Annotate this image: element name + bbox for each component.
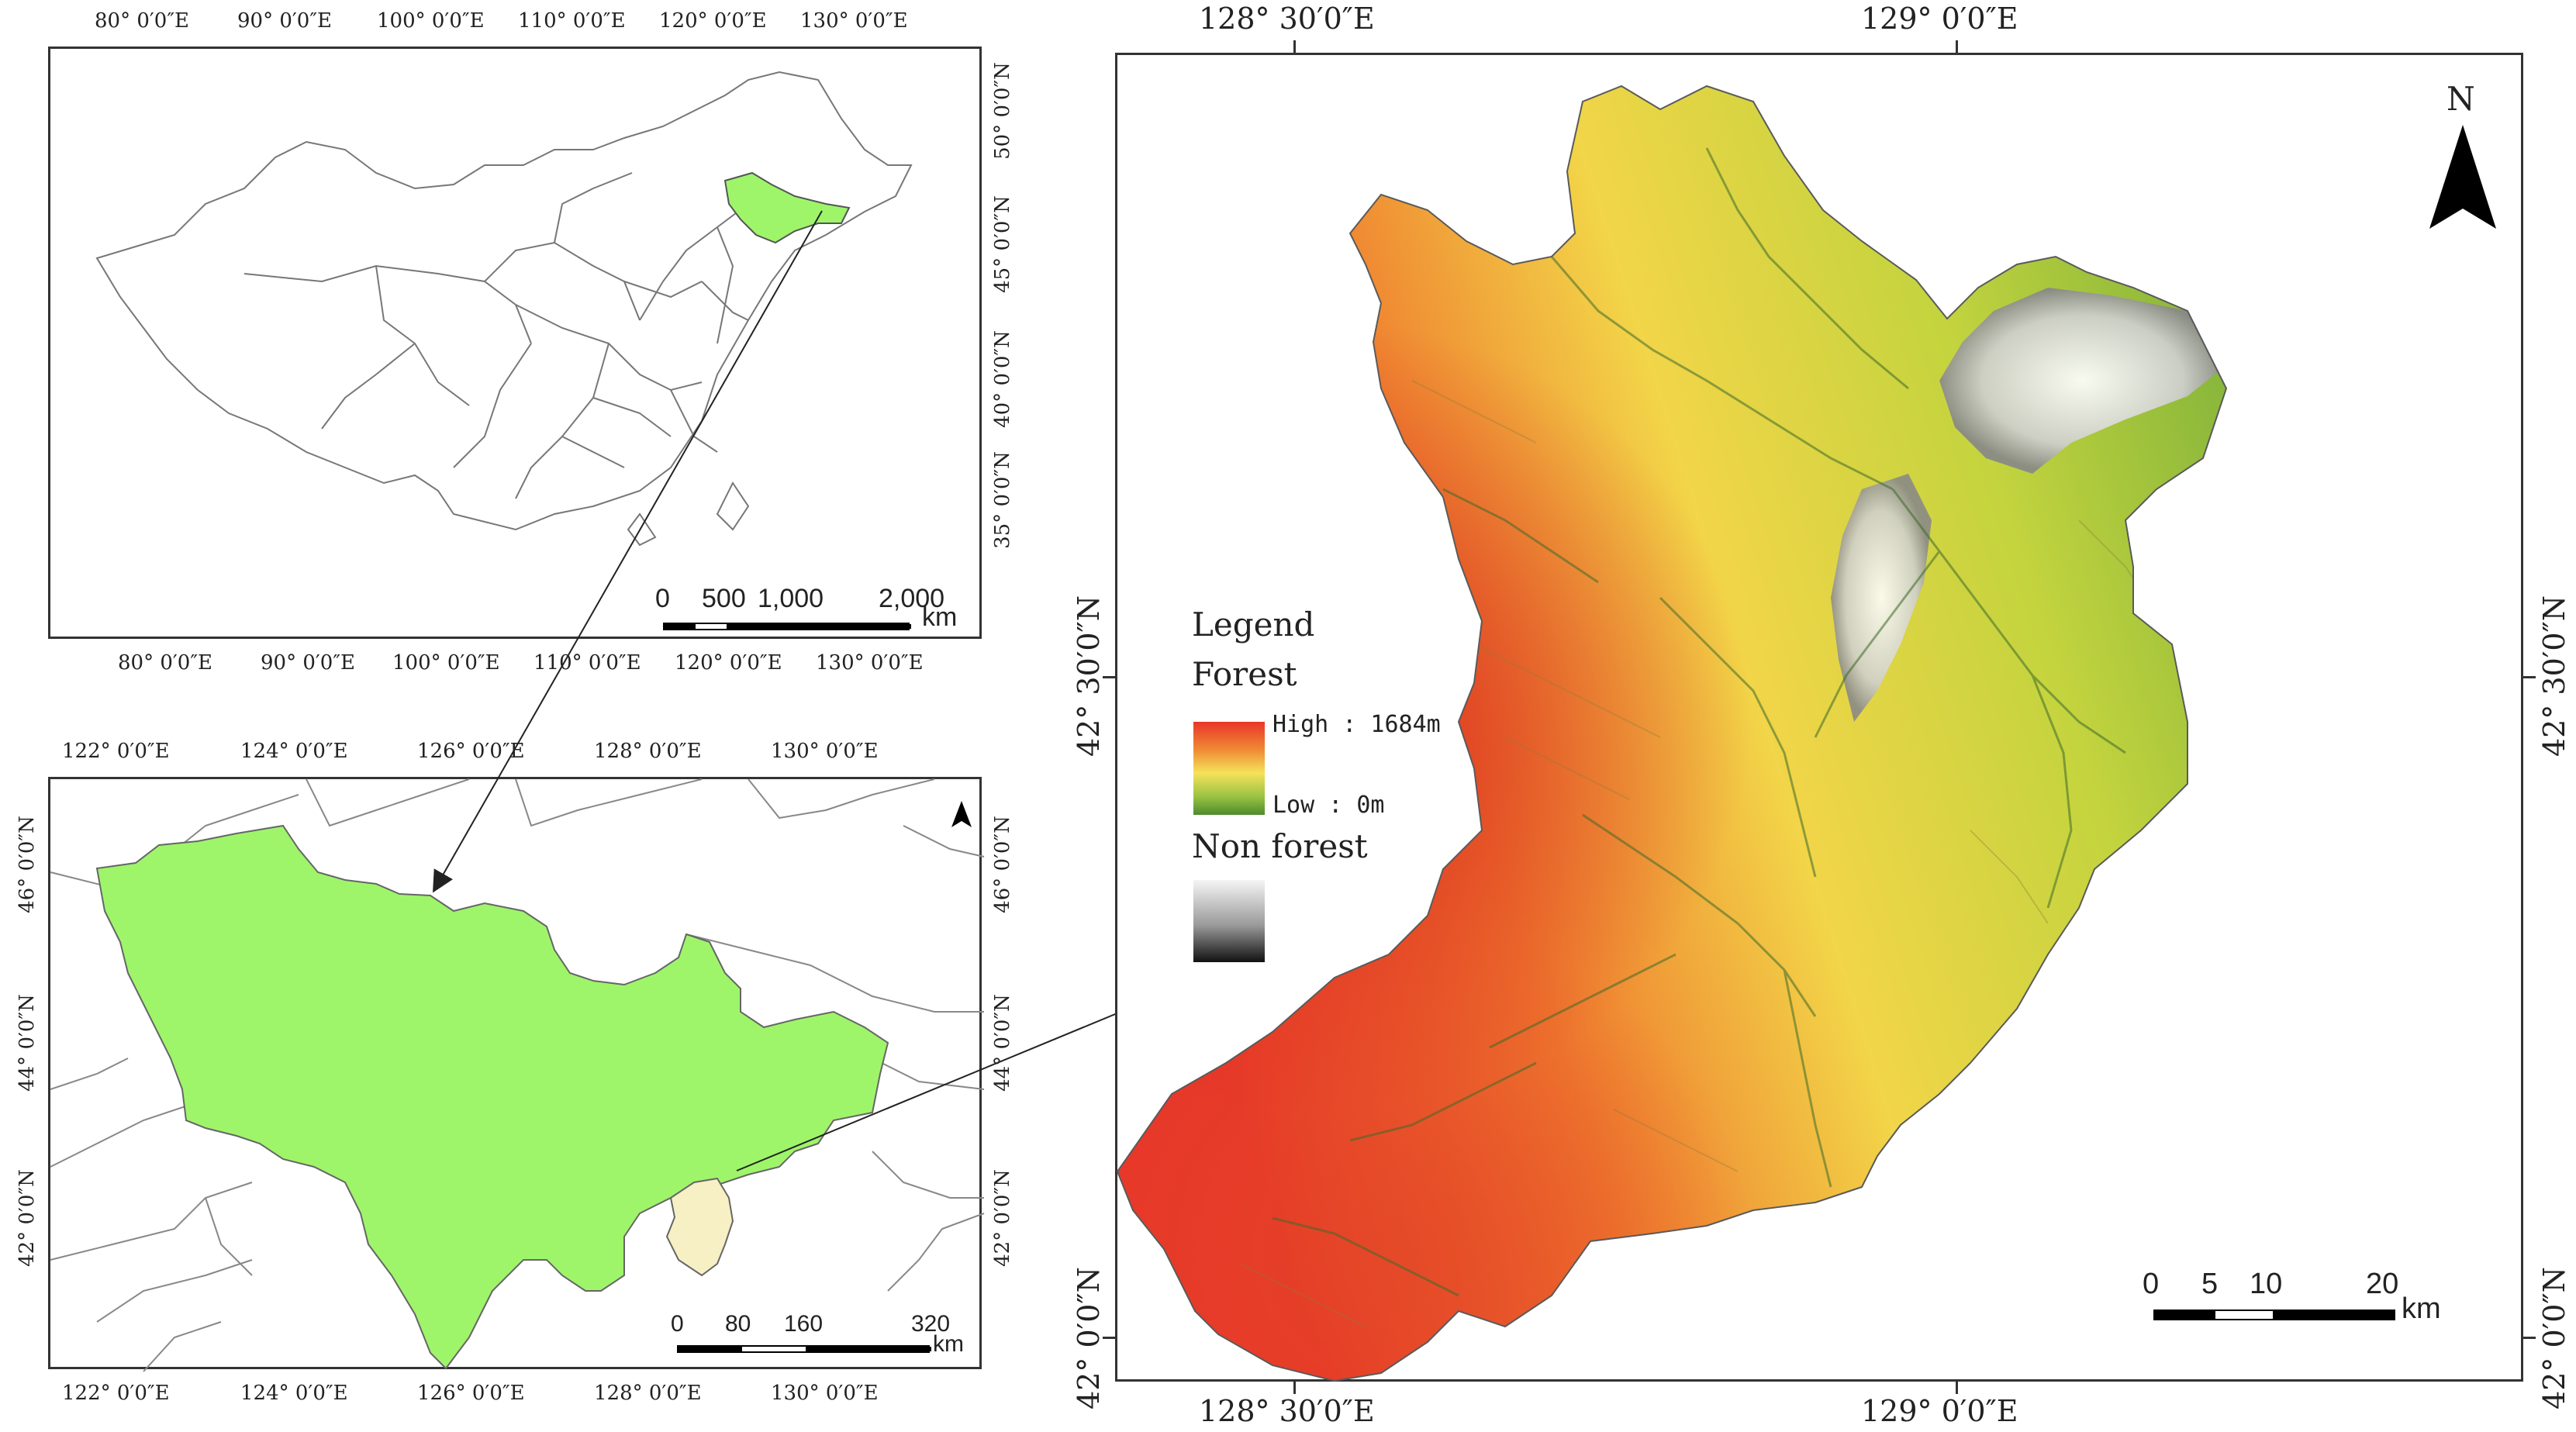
overview-scale-bar: [663, 623, 911, 630]
main-map-panel: N Legend Forest High : 1684m Low : 0m No…: [1115, 53, 2523, 1382]
province-scale-label-0: 0: [671, 1311, 684, 1337]
province-map-panel: 0 80 160 320 km: [48, 777, 985, 1372]
main-tick: [1956, 40, 1958, 53]
province-right-lat-label: 42° 0′0″N: [990, 1169, 1014, 1267]
main-left-lat-label: 42° 0′0″N: [1071, 1267, 1106, 1410]
main-scale-unit: km: [2402, 1292, 2441, 1325]
province-scale-label-320: 320: [911, 1311, 951, 1337]
province-left-lat-label: 42° 0′0″N: [15, 1169, 39, 1267]
province-left-lat-label: 46° 0′0″N: [15, 816, 39, 913]
main-bottom-lon-label: 129° 0′0″E: [1861, 1394, 2018, 1428]
overview-right-lat-label: 45° 0′0″N: [990, 195, 1014, 293]
overview-bottom-lon-label: 130° 0′0″E: [816, 651, 924, 675]
province-scale-bar: [677, 1345, 931, 1353]
province-bottom-lon-label: 126° 0′0″E: [417, 1382, 525, 1405]
legend-title: Legend: [1192, 606, 1315, 644]
overview-top-lon-label: 80° 0′0″E: [95, 9, 190, 33]
overview-scale-label-500: 500: [702, 584, 746, 613]
main-left-lat-label: 42° 30′0″N: [1072, 595, 1107, 757]
legend-non-forest-label: Non forest: [1192, 827, 1368, 865]
province-bottom-lon-label: 130° 0′0″E: [771, 1382, 879, 1405]
province-bottom-lon-label: 128° 0′0″E: [594, 1382, 702, 1405]
overview-top-lon-label: 110° 0′0″E: [518, 9, 626, 33]
overview-bottom-lon-label: 120° 0′0″E: [675, 651, 782, 675]
overview-scale-label-0: 0: [655, 584, 670, 613]
legend-low-label: Low : 0m: [1272, 792, 1385, 819]
overview-bottom-lon-label: 100° 0′0″E: [392, 651, 500, 675]
study-area-polygon: [665, 1177, 734, 1277]
main-tick: [2523, 1337, 2536, 1339]
province-north-arrow: [951, 801, 972, 827]
province-bottom-lon-label: 124° 0′0″E: [240, 1382, 348, 1405]
overview-right-lat-label: 50° 0′0″N: [990, 62, 1014, 160]
main-tick: [1956, 1382, 1958, 1394]
province-top-lon-label: 128° 0′0″E: [594, 740, 702, 763]
main-top-lon-label: 128° 30′0″E: [1199, 2, 1375, 36]
overview-bottom-lon-label: 90° 0′0″E: [261, 651, 356, 675]
province-top-lon-label: 124° 0′0″E: [240, 740, 348, 763]
main-tick: [2523, 676, 2536, 678]
province-top-lon-label: 130° 0′0″E: [771, 740, 879, 763]
main-top-lon-label: 129° 0′0″E: [1861, 2, 2018, 36]
legend-forest-label: Forest: [1192, 655, 1297, 693]
overview-scale-unit: km: [922, 602, 958, 632]
overview-bottom-lon-label: 110° 0′0″E: [534, 651, 641, 675]
main-north-arrow: [2429, 125, 2496, 229]
overview-top-lon-label: 120° 0′0″E: [659, 9, 767, 33]
main-scale-label-0: 0: [2143, 1268, 2160, 1300]
dem-terrain-map: [1117, 85, 2227, 1382]
province-right-lat-label: 44° 0′0″N: [990, 994, 1014, 1092]
province-right-lat-label: 46° 0′0″N: [990, 816, 1014, 913]
overview-scale-label-1000: 1,000: [758, 584, 824, 613]
jilin-province: [95, 824, 889, 1370]
main-bottom-lon-label: 128° 30′0″E: [1199, 1394, 1375, 1428]
overview-scale-label-2000: 2,000: [879, 584, 945, 613]
overview-right-lat-label: 40° 0′0″N: [990, 330, 1014, 428]
province-top-lon-label: 122° 0′0″E: [62, 740, 170, 763]
overview-map-panel: 0 500 1,000 2,000 km: [48, 47, 982, 639]
non-forest-zone: [1831, 474, 1932, 722]
main-tick: [1103, 676, 1115, 678]
china-outline-map: [95, 71, 913, 547]
legend-forest-ramp: [1193, 722, 1265, 815]
overview-right-lat-label: 35° 0′0″N: [990, 451, 1014, 549]
main-scale-label-5: 5: [2201, 1268, 2219, 1300]
overview-bottom-lon-label: 80° 0′0″E: [118, 651, 213, 675]
main-scale-label-20: 20: [2366, 1268, 2399, 1300]
province-top-lon-label: 126° 0′0″E: [417, 740, 525, 763]
main-right-lat-label: 42° 30′0″N: [2537, 595, 2572, 757]
overview-top-lon-label: 100° 0′0″E: [377, 9, 485, 33]
non-forest-zone: [1939, 288, 2226, 474]
overview-top-lon-label: 130° 0′0″E: [800, 9, 908, 33]
main-tick: [1293, 1382, 1296, 1394]
main-scale-bar: [2153, 1310, 2395, 1320]
legend-high-label: High : 1684m: [1272, 711, 1441, 738]
main-tick: [1103, 1337, 1115, 1339]
legend-non-forest-ramp: [1193, 880, 1265, 962]
main-tick: [1293, 40, 1296, 53]
main-north-label: N: [2447, 80, 2475, 118]
main-scale-label-10: 10: [2250, 1268, 2283, 1300]
province-scale-unit: km: [933, 1331, 964, 1357]
province-scale-label-160: 160: [784, 1311, 824, 1337]
province-left-lat-label: 44° 0′0″N: [15, 994, 39, 1092]
province-outline-map: [50, 778, 985, 1372]
main-right-lat-label: 42° 0′0″N: [2536, 1267, 2571, 1410]
overview-top-lon-label: 90° 0′0″E: [237, 9, 333, 33]
province-scale-label-80: 80: [725, 1311, 751, 1337]
province-bottom-lon-label: 122° 0′0″E: [62, 1382, 170, 1405]
